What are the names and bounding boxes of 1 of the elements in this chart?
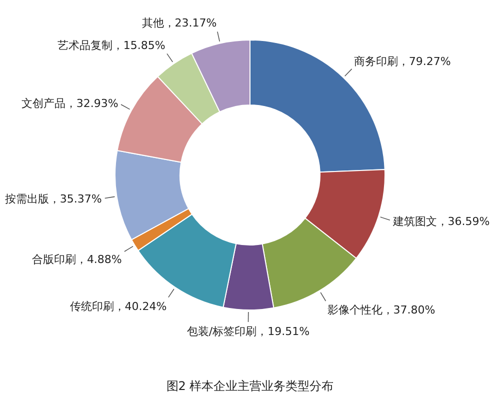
title: 图2 样本企业主营业务类型分布 bbox=[166, 379, 334, 393]
